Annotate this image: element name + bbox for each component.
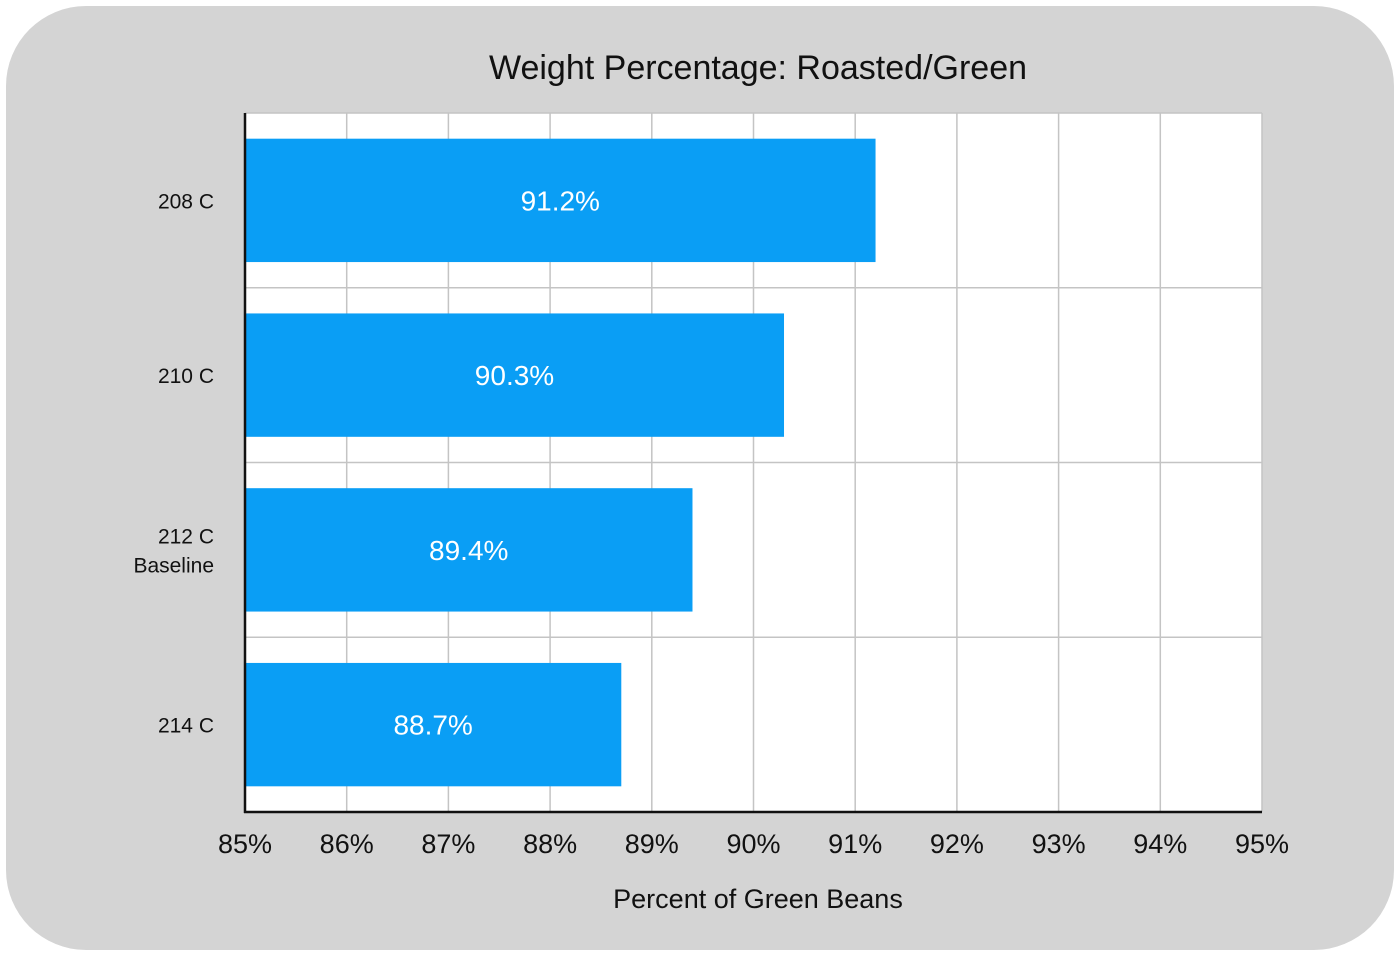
category-label-line: 214 C xyxy=(158,715,214,738)
bar-value-label: 91.2% xyxy=(521,185,600,216)
x-tick-label: 85% xyxy=(218,829,272,859)
bar-value-label: 90.3% xyxy=(475,360,554,391)
x-tick-label: 86% xyxy=(320,829,374,859)
chart-title: Weight Percentage: Roasted/Green xyxy=(489,49,1027,87)
bar xyxy=(245,138,876,263)
x-tick-label: 91% xyxy=(828,829,882,859)
category-label-line: 208 C xyxy=(158,190,214,213)
x-tick-label: 87% xyxy=(421,829,475,859)
x-tick-label: 92% xyxy=(930,829,984,859)
category-label-line: 210 C xyxy=(158,365,214,388)
x-tick-label: 88% xyxy=(523,829,577,859)
bar-value-label: 89.4% xyxy=(429,535,508,566)
x-tick-label: 94% xyxy=(1133,829,1187,859)
bar xyxy=(245,313,785,437)
x-tick-label: 93% xyxy=(1032,829,1086,859)
bar xyxy=(245,488,693,612)
bar-value-label: 88.7% xyxy=(393,710,472,741)
category-label-line: 212 C xyxy=(158,525,214,548)
category-label-line: Baseline xyxy=(133,554,214,577)
plot-area: 91.2% 208 C 90.3% 210 C 89.4% 212 C Baseline 88… xyxy=(133,112,1289,859)
category-label: 212 C Baseline xyxy=(133,525,214,577)
x-tick-label: 95% xyxy=(1235,829,1289,859)
category-label: 208 C xyxy=(158,190,214,213)
category-label: 214 C xyxy=(158,715,214,738)
x-tick-label: 89% xyxy=(625,829,679,859)
x-tick-label: 90% xyxy=(726,829,780,859)
bar-chart: Weight Percentage: Roasted/Green 91.2% 20… xyxy=(133,49,1289,914)
bar xyxy=(245,662,622,787)
chart-card: Weight Percentage: Roasted/Green 91.2% 20… xyxy=(6,6,1394,950)
x-axis-title: Percent of Green Beans xyxy=(613,884,903,914)
category-label: 210 C xyxy=(158,365,214,388)
